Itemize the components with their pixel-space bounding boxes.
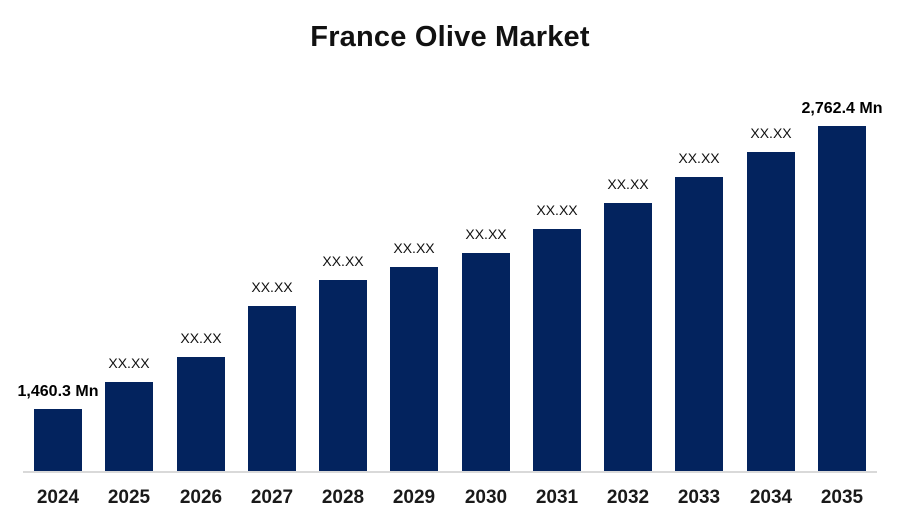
bar-2028 xyxy=(319,280,367,471)
bar-value-label-2035: 2,762.4 Mn xyxy=(801,100,883,117)
bar-value-label-2027: XX.XX xyxy=(251,279,293,295)
bar-2026 xyxy=(177,357,225,471)
bar-value-label-2028: XX.XX xyxy=(322,253,364,269)
x-axis-tick-label-2029: 2029 xyxy=(392,487,436,508)
bar-value-label-2033: XX.XX xyxy=(678,150,720,166)
bar-2034 xyxy=(747,152,795,471)
x-axis-line xyxy=(23,471,877,473)
x-axis-tick-label-2025: 2025 xyxy=(107,487,151,508)
x-axis-tick-label-2035: 2035 xyxy=(820,487,864,508)
x-axis-tick-label-2028: 2028 xyxy=(321,487,365,508)
x-axis-tick-label-2031: 2031 xyxy=(535,487,579,508)
bar-value-label-2030: XX.XX xyxy=(465,226,507,242)
x-axis-tick-label-2024: 2024 xyxy=(36,487,80,508)
bar-value-label-2031: XX.XX xyxy=(536,202,578,218)
bar-value-label-2024: 1,460.3 Mn xyxy=(17,383,99,400)
bar-2030 xyxy=(462,253,510,471)
bar-2035 xyxy=(818,126,866,471)
bar-2032 xyxy=(604,203,652,471)
x-axis-tick-label-2027: 2027 xyxy=(250,487,294,508)
bar-2025 xyxy=(105,382,153,471)
x-axis-tick-label-2030: 2030 xyxy=(464,487,508,508)
bar-value-label-2026: XX.XX xyxy=(180,330,222,346)
x-axis-tick-label-2034: 2034 xyxy=(749,487,793,508)
bar-2031 xyxy=(533,229,581,471)
bar-value-label-2034: XX.XX xyxy=(750,125,792,141)
bar-value-label-2025: XX.XX xyxy=(108,355,150,371)
bar-2033 xyxy=(675,177,723,471)
bar-2027 xyxy=(248,306,296,471)
x-axis-tick-label-2026: 2026 xyxy=(179,487,223,508)
x-axis-tick-label-2032: 2032 xyxy=(606,487,650,508)
bar-value-label-2029: XX.XX xyxy=(393,240,435,256)
bar-2029 xyxy=(390,267,438,471)
x-axis-tick-label-2033: 2033 xyxy=(677,487,721,508)
bar-2024 xyxy=(34,409,82,471)
bar-value-label-2032: XX.XX xyxy=(607,176,649,192)
chart-title: France Olive Market xyxy=(310,21,590,53)
